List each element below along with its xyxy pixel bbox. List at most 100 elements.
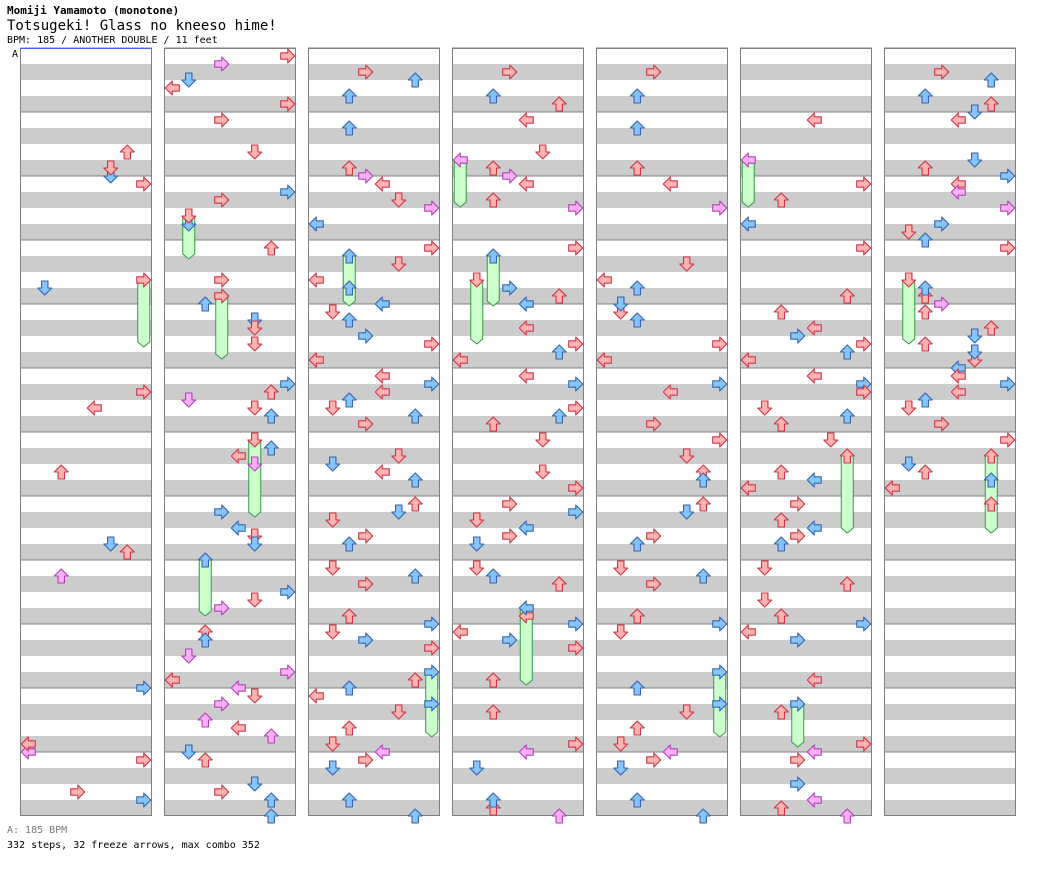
step-arrow-icon (485, 192, 501, 208)
beat-stripe (740, 96, 872, 112)
beat-stripe (20, 768, 152, 784)
step-arrow-icon (341, 88, 357, 104)
beat-stripe (20, 288, 152, 304)
chart-column (740, 47, 872, 816)
step-arrow-icon (325, 304, 341, 320)
column-border (452, 48, 584, 816)
step-arrow-icon (712, 336, 728, 352)
beat-stripe (164, 384, 296, 400)
beat-stripe (308, 96, 440, 112)
step-arrow-icon (856, 240, 872, 256)
step-arrow-icon (839, 808, 855, 824)
step-arrow-icon (1000, 168, 1016, 184)
step-arrow-icon (374, 744, 390, 760)
step-arrow-icon (806, 672, 822, 688)
beat-stripe (164, 320, 296, 336)
step-arrow-icon (502, 280, 518, 296)
step-arrow-icon (856, 736, 872, 752)
step-arrow-icon (280, 584, 296, 600)
beat-stripe (164, 576, 296, 592)
step-arrow-icon (308, 272, 324, 288)
step-arrow-icon (374, 296, 390, 312)
beat-stripe (452, 608, 584, 624)
step-arrow-icon (358, 416, 374, 432)
step-arrow-icon (263, 808, 279, 824)
step-arrow-icon (424, 664, 440, 680)
step-arrow-icon (518, 520, 534, 536)
step-arrow-icon (629, 680, 645, 696)
step-arrow-icon (325, 624, 341, 640)
step-arrow-icon (502, 632, 518, 648)
beat-stripe (452, 160, 584, 176)
step-arrow-icon (901, 400, 917, 416)
song-artist: Momiji Yamamoto (monotone) (7, 4, 180, 17)
chart-info: BPM: 185 / ANOTHER DOUBLE / 11 feet (7, 35, 218, 46)
song-title: Totsugeki! Glass no kneeso hime! (7, 18, 277, 34)
step-arrow-icon (181, 72, 197, 88)
beat-stripe (164, 192, 296, 208)
beat-stripe (308, 128, 440, 144)
beat-stripe (596, 64, 728, 80)
step-arrow-icon (950, 112, 966, 128)
beat-stripe (164, 128, 296, 144)
beat-stripe (308, 384, 440, 400)
step-arrow-icon (424, 376, 440, 392)
step-arrow-icon (790, 496, 806, 512)
beat-stripe (740, 800, 872, 816)
beat-stripe (20, 736, 152, 752)
step-arrow-icon (646, 528, 662, 544)
beat-stripe (740, 704, 872, 720)
beat-stripe (20, 672, 152, 688)
step-arrow-icon (452, 152, 468, 168)
chart-column (884, 47, 1016, 816)
beat-stripe (308, 544, 440, 560)
step-arrow-icon (773, 416, 789, 432)
step-arrow-icon (901, 224, 917, 240)
beat-stripe (740, 224, 872, 240)
step-arrow-icon (164, 80, 180, 96)
step-arrow-icon (773, 464, 789, 480)
beat-stripe (740, 512, 872, 528)
beat-stripe (596, 192, 728, 208)
step-arrow-icon (806, 792, 822, 808)
beat-stripe (164, 736, 296, 752)
step-arrow-icon (247, 776, 263, 792)
step-arrow-icon (757, 400, 773, 416)
step-arrow-icon (934, 216, 950, 232)
beat-stripe (740, 576, 872, 592)
beat-stripe (164, 64, 296, 80)
beat-stripe (596, 256, 728, 272)
beat-stripe (452, 768, 584, 784)
step-arrow-icon (86, 400, 102, 416)
step-arrow-icon (917, 304, 933, 320)
step-arrow-icon (247, 456, 263, 472)
beat-stripe (884, 544, 1016, 560)
step-arrow-icon (518, 320, 534, 336)
step-arrow-icon (568, 640, 584, 656)
beat-stripe (884, 640, 1016, 656)
step-arrow-icon (181, 744, 197, 760)
step-arrow-icon (679, 704, 695, 720)
step-arrow-icon (424, 336, 440, 352)
step-arrow-icon (950, 384, 966, 400)
step-arrow-icon (325, 400, 341, 416)
beat-stripe (164, 224, 296, 240)
freeze-arrow-icon (840, 455, 854, 534)
beat-stripe (740, 608, 872, 624)
bpm-marker: A (12, 49, 18, 60)
step-arrow-icon (773, 304, 789, 320)
beat-stripe (308, 352, 440, 368)
beat-stripe (308, 192, 440, 208)
step-arrow-icon (518, 744, 534, 760)
step-arrow-icon (407, 672, 423, 688)
step-arrow-icon (341, 312, 357, 328)
beat-stripe (740, 544, 872, 560)
step-arrow-icon (358, 576, 374, 592)
step-arrow-icon (950, 368, 966, 384)
step-arrow-icon (263, 384, 279, 400)
step-arrow-icon (551, 288, 567, 304)
beat-stripe (596, 768, 728, 784)
step-arrow-icon (136, 792, 152, 808)
beat-stripe (308, 448, 440, 464)
